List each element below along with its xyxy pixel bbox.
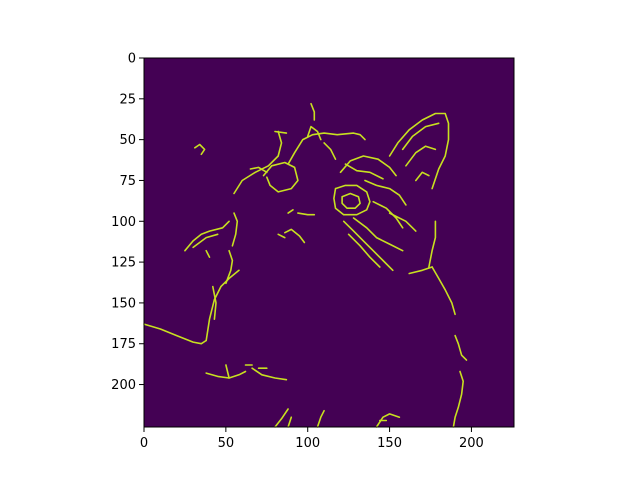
edge-path-9 [262,161,299,193]
y-tick-label: 25 [119,92,136,107]
y-tick-label: 175 [111,337,136,352]
edge-path-37 [277,233,286,239]
edge-path-35 [323,142,337,160]
plot-frame [143,57,515,428]
edge-path-6 [231,212,239,247]
edge-path-44 [452,370,465,428]
edge-path-24 [405,145,437,167]
edge-path-29 [431,266,456,316]
edge-path-32 [287,209,294,214]
y-tick-label: 100 [111,215,136,230]
y-tick-label: 50 [119,133,136,148]
edge-path-19 [342,220,394,272]
edge-path-39 [225,364,230,379]
edge-path-27 [428,220,437,268]
edge-path-21 [352,217,404,252]
edge-path-7 [233,130,283,195]
edge-path-25 [414,171,430,182]
edge-path-0 [143,323,207,345]
edge-path-20 [347,233,381,268]
edge-path-17 [364,179,407,206]
y-axis: 0 25 50 75 100 125 150 175 200 [111,52,144,393]
edge-path-10 [249,166,268,174]
edge-path-4 [184,220,230,252]
edge-lines [143,102,468,428]
edge-path-8 [274,130,288,134]
image-area [144,58,514,427]
edge-path-13 [333,184,371,216]
x-tick-label: 0 [140,436,148,451]
edge-path-28 [408,266,433,275]
y-tick-label: 125 [111,256,136,271]
edge-path-16 [344,163,384,180]
x-axis: 0 50 100 150 200 [140,427,484,451]
x-tick-label: 150 [377,436,402,451]
edge-path-1 [205,269,240,342]
edge-path-34 [306,125,322,141]
y-tick-label: 0 [128,52,136,67]
edge-path-31 [194,143,206,156]
edge-path-41 [251,367,288,381]
edge-path-48 [375,413,401,428]
edge-path-12 [310,102,316,121]
edge-path-14 [341,192,361,209]
edge-path-15 [339,155,397,177]
edge-path-3 [212,285,217,321]
edge-path-11 [287,132,366,165]
edge-path-33 [297,212,316,216]
y-tick-label: 200 [111,378,136,393]
edge-path-46 [287,416,293,428]
y-tick-label: 150 [111,296,136,311]
edge-path-43 [454,334,468,361]
edge-path-5 [192,233,219,249]
edge-path-30 [205,249,211,259]
x-tick-label: 50 [218,436,235,451]
edge-path-36 [283,228,306,244]
edge-path-26 [388,212,417,232]
x-tick-label: 100 [295,436,320,451]
edge-path-22 [388,112,450,190]
edge-path-47 [316,409,325,428]
y-tick-label: 75 [119,174,136,189]
edge-path-23 [401,122,440,151]
x-tick-label: 200 [459,436,484,451]
edge-path-2 [225,249,234,285]
edge-path-45 [274,408,289,428]
